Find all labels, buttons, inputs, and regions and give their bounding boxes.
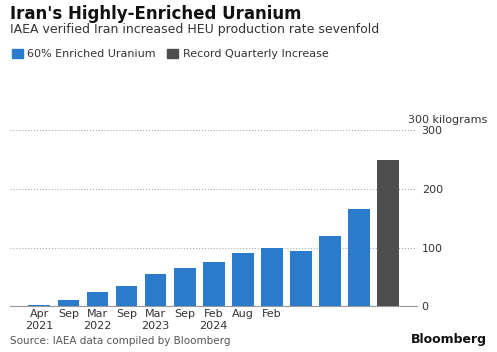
Bar (116, 286, 138, 306)
Bar (377, 159, 399, 306)
Bar (28, 305, 50, 306)
Text: Source: IAEA data compiled by Bloomberg: Source: IAEA data compiled by Bloomberg (10, 336, 231, 346)
Bar (145, 274, 166, 306)
Bar (232, 253, 253, 306)
Text: 300 kilograms: 300 kilograms (408, 115, 487, 125)
Bar (261, 247, 283, 306)
Bar (203, 262, 225, 306)
Bar (319, 236, 341, 306)
Text: Iran's Highly-Enriched Uranium: Iran's Highly-Enriched Uranium (10, 5, 302, 23)
Bar (86, 291, 108, 306)
Bar (174, 268, 195, 306)
Bar (290, 251, 312, 306)
Text: IAEA verified Iran increased HEU production rate sevenfold: IAEA verified Iran increased HEU product… (10, 23, 379, 36)
Bar (348, 209, 370, 306)
Text: Bloomberg: Bloomberg (411, 333, 487, 346)
Bar (58, 300, 80, 306)
Legend: 60% Enriched Uranium, Record Quarterly Increase: 60% Enriched Uranium, Record Quarterly I… (7, 44, 333, 63)
